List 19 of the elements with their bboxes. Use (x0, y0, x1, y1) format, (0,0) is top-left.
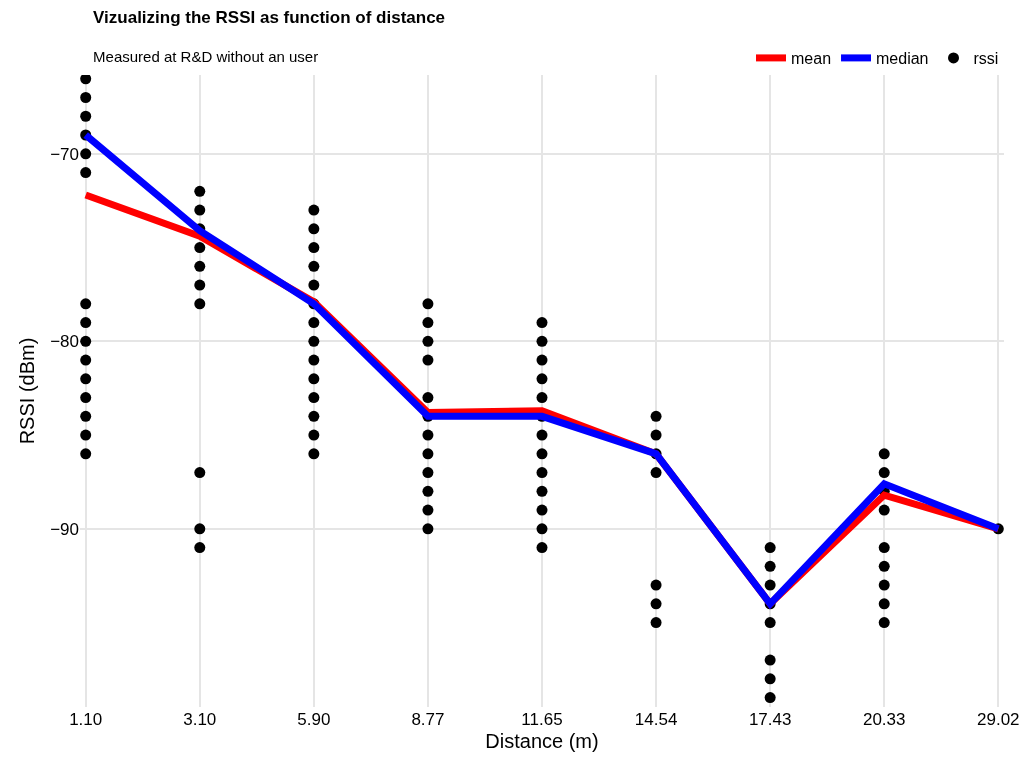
x-tick-label: 17.43 (748, 710, 792, 729)
x-tick-label: 3.10 (183, 710, 217, 729)
legend-label: mean (791, 50, 832, 68)
x-tick-label: 11.65 (521, 710, 563, 729)
y-tick-label: −90 (50, 519, 79, 539)
x-tick-label: 8.77 (411, 710, 445, 729)
chart-title: Vizualizing the RSSI as function of distance (93, 8, 446, 28)
x-tick-label: 5.90 (297, 710, 331, 729)
x-tick-label: 14.54 (634, 710, 678, 729)
x-tick-label: 29.02 (977, 710, 1020, 729)
legend-label: rssi (973, 50, 999, 68)
x-tick-label: 20.33 (862, 710, 906, 729)
x-tick-label: 1.10 (69, 710, 103, 729)
y-tick-label: −80 (50, 332, 79, 352)
x-axis-title: Distance (m) (485, 729, 599, 752)
chart-subtitle: Measured at R&D without an user (93, 47, 319, 65)
y-axis-title: RSSI (dBm) (15, 337, 38, 445)
y-tick-label: −70 (50, 144, 79, 164)
legend-label: median (876, 50, 929, 68)
